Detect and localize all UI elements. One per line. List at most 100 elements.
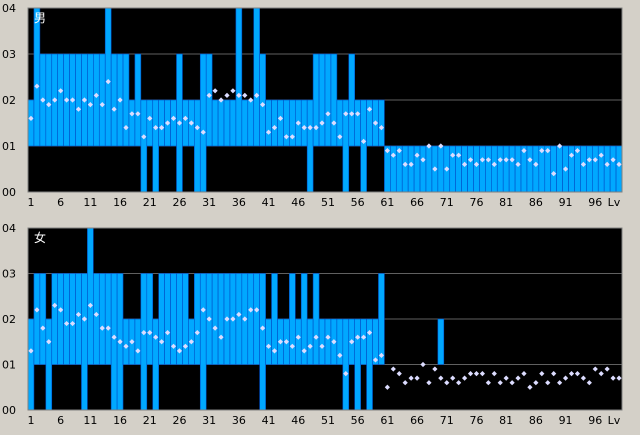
male-x-tick-label: 96 bbox=[588, 196, 602, 209]
male-average-point bbox=[105, 79, 111, 85]
female-range-bar bbox=[265, 318, 272, 365]
female-x-tick-label: 11 bbox=[83, 414, 97, 427]
male-average-point bbox=[182, 115, 189, 121]
female-average-point bbox=[432, 366, 438, 372]
female-x-tick-label: 61 bbox=[380, 414, 394, 427]
male-x-tick-label: 81 bbox=[499, 196, 513, 209]
female-range-bar bbox=[81, 273, 88, 411]
female-x-tick-label: 46 bbox=[291, 414, 305, 427]
male-average-point bbox=[497, 157, 503, 163]
male-average-point bbox=[503, 157, 509, 163]
male-range-bar bbox=[134, 53, 142, 147]
male-range-bar bbox=[324, 53, 332, 147]
male-average-point bbox=[378, 125, 385, 131]
male-range-bar bbox=[87, 53, 94, 147]
female-range-bar bbox=[104, 273, 112, 365]
male-average-point bbox=[129, 111, 135, 117]
male-range-bar bbox=[93, 53, 100, 147]
male-range-bar bbox=[318, 53, 326, 147]
male-x-tick-label: 41 bbox=[262, 196, 276, 209]
female-average-point bbox=[592, 366, 598, 372]
male-average-point bbox=[277, 115, 284, 121]
female-range-bar bbox=[98, 273, 106, 365]
male-average-point bbox=[361, 138, 367, 144]
male-average-point bbox=[242, 92, 248, 98]
female-average-point bbox=[129, 339, 135, 345]
male-average-point bbox=[467, 157, 474, 163]
male-range-bar bbox=[265, 99, 272, 147]
male-average-point bbox=[598, 152, 604, 158]
female-average-point bbox=[117, 339, 123, 345]
female-average-point bbox=[420, 361, 426, 368]
male-average-point bbox=[81, 97, 88, 103]
male-average-point bbox=[58, 88, 64, 94]
female-x-tick-label: 51 bbox=[321, 414, 335, 427]
female-average-point bbox=[497, 380, 503, 386]
female-x-tick-label: 36 bbox=[232, 414, 246, 427]
female-average-point bbox=[372, 357, 379, 363]
male-y-tick-label: 02 bbox=[2, 94, 16, 107]
female-average-point bbox=[402, 380, 408, 386]
male-range-bar bbox=[591, 145, 599, 193]
female-range-bar bbox=[360, 318, 367, 365]
male-average-point bbox=[384, 148, 390, 154]
male-gender-title: 男 bbox=[34, 11, 46, 25]
female-average-point bbox=[159, 339, 165, 345]
male-average-point bbox=[212, 88, 218, 94]
female-range-bar bbox=[140, 273, 148, 411]
female-average-point bbox=[384, 384, 390, 390]
female-average-point bbox=[545, 380, 551, 386]
male-average-point bbox=[331, 120, 337, 126]
male-average-point bbox=[236, 92, 242, 98]
female-range-bar bbox=[75, 273, 82, 365]
male-average-point bbox=[592, 157, 598, 163]
male-range-bar bbox=[532, 145, 540, 193]
male-average-point bbox=[218, 97, 224, 103]
female-average-point bbox=[319, 343, 325, 349]
male-range-bar bbox=[526, 145, 534, 193]
male-average-point bbox=[248, 97, 254, 103]
male-range-bar bbox=[615, 145, 623, 193]
male-plot-border bbox=[27, 7, 623, 193]
male-x-tick-label: 56 bbox=[351, 196, 365, 209]
male-average-point bbox=[586, 157, 592, 163]
male-average-point bbox=[408, 161, 414, 167]
male-range-bar bbox=[586, 145, 593, 193]
male-range-bar bbox=[217, 99, 225, 147]
male-range-bar bbox=[182, 99, 189, 147]
male-x-tick-label: 86 bbox=[529, 196, 543, 209]
male-average-point bbox=[301, 125, 307, 131]
male-range-bar bbox=[122, 53, 130, 147]
female-x-tick-label: 16 bbox=[113, 414, 127, 427]
male-average-point bbox=[188, 120, 194, 126]
male-average-point bbox=[135, 111, 141, 117]
male-range-bar bbox=[556, 145, 563, 193]
female-x-tick-label: 41 bbox=[262, 414, 276, 427]
female-gender-title: 女 bbox=[34, 230, 46, 245]
male-range-bar bbox=[407, 145, 415, 193]
female-range-bar bbox=[45, 318, 53, 411]
male-range-bar bbox=[194, 99, 201, 193]
female-range-bar bbox=[289, 273, 296, 365]
female-average-point bbox=[230, 316, 236, 322]
male-range-bar bbox=[57, 53, 64, 147]
male-range-bar bbox=[128, 99, 136, 147]
male-average-point bbox=[390, 152, 396, 158]
female-x-tick-label: 66 bbox=[410, 414, 424, 427]
male-average-point bbox=[52, 97, 58, 103]
female-y-tick-label: 01 bbox=[2, 359, 16, 372]
male-range-bar bbox=[496, 145, 504, 193]
female-range-bar bbox=[182, 273, 189, 365]
female-average-point bbox=[283, 339, 289, 345]
male-y-tick-label: 01 bbox=[2, 140, 16, 153]
female-x-tick-label: 31 bbox=[202, 414, 216, 427]
male-range-bar bbox=[253, 7, 260, 147]
female-average-point bbox=[509, 380, 515, 386]
male-y-tick-label: 04 bbox=[2, 2, 16, 15]
male-y-tick-label: 00 bbox=[2, 186, 16, 199]
female-average-point bbox=[467, 371, 474, 377]
male-average-point bbox=[224, 92, 230, 98]
male-average-point bbox=[372, 120, 379, 126]
male-average-point bbox=[69, 97, 76, 103]
female-range-bar bbox=[51, 273, 58, 365]
